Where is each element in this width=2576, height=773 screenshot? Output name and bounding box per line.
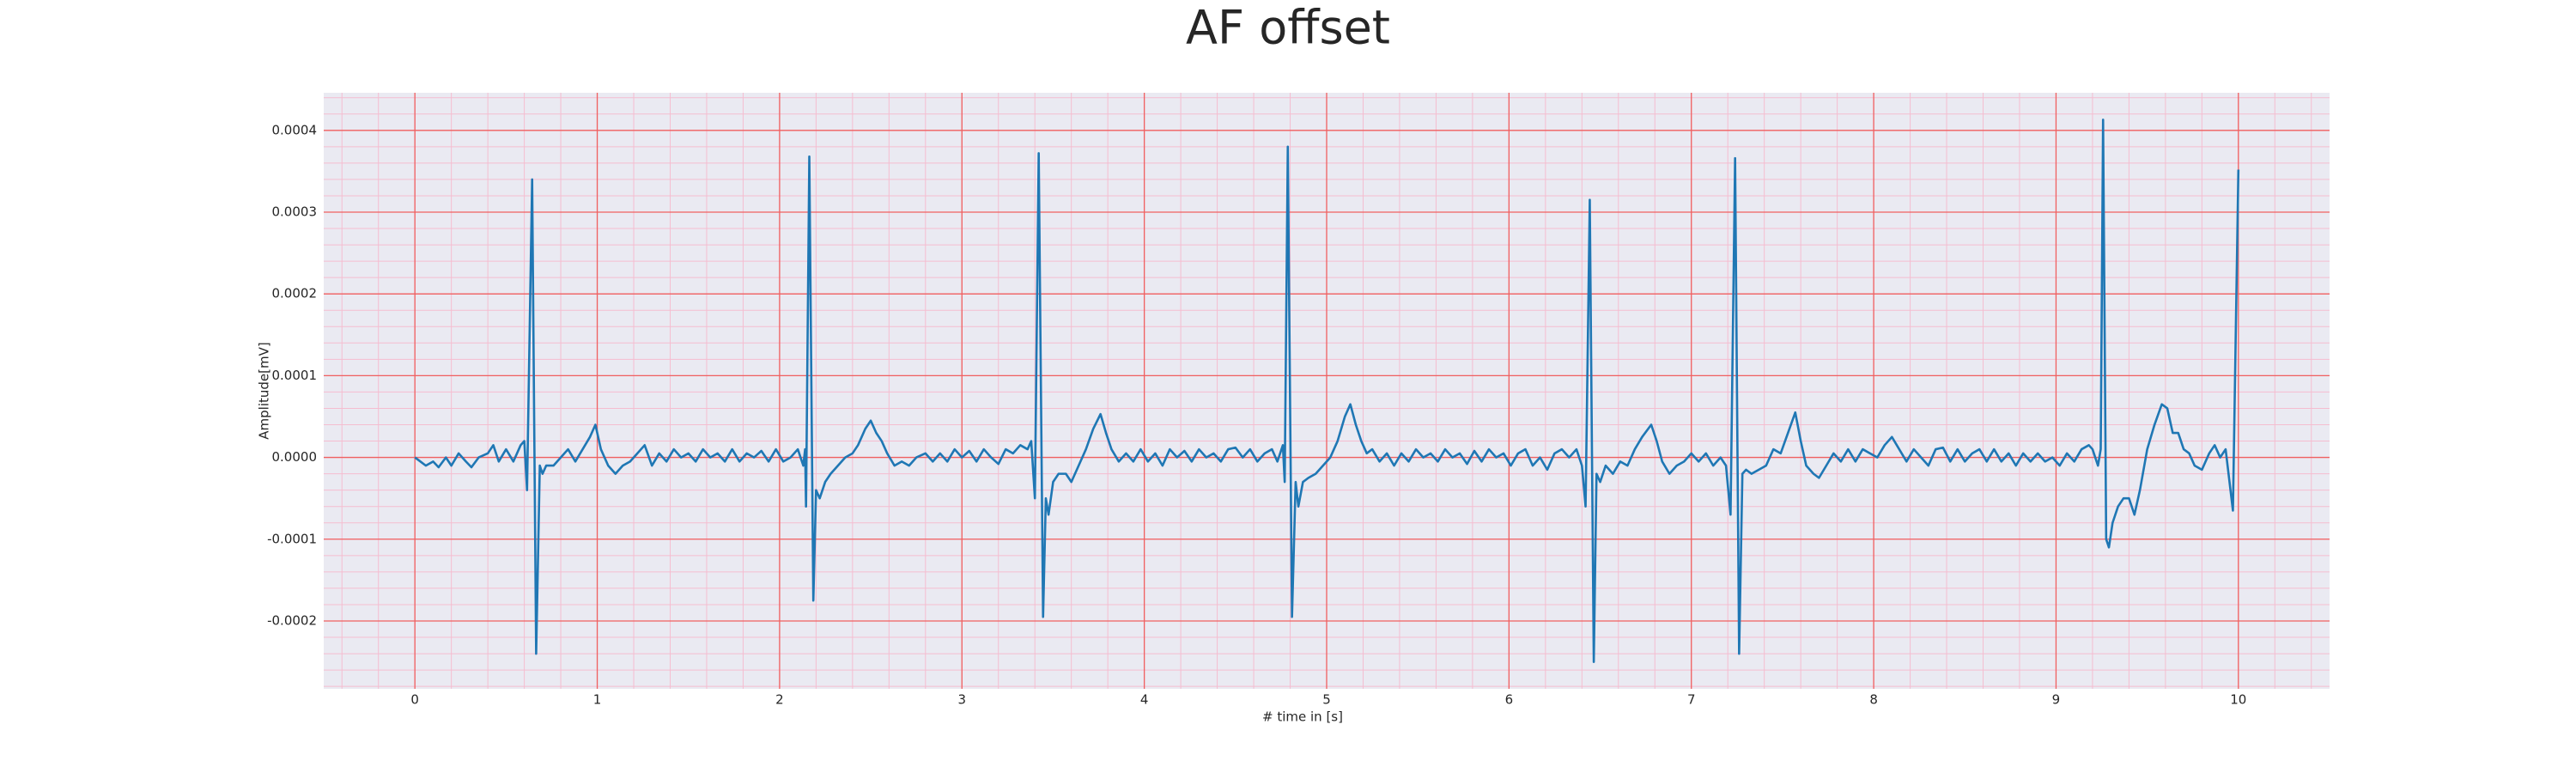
x-tick-label: 5: [1322, 692, 1331, 708]
y-tick-label: -0.0002: [267, 612, 317, 628]
y-tick-label: 0.0004: [272, 122, 318, 137]
chart-title: AF offset: [1186, 1, 1390, 55]
x-tick-label: 4: [1140, 692, 1149, 708]
y-tick-label: 0.0001: [272, 368, 318, 383]
x-tick-label: 6: [1505, 692, 1514, 708]
x-tick-label: 8: [1869, 692, 1878, 708]
x-tick-label: 3: [957, 692, 966, 708]
x-tick-label: 10: [2230, 692, 2246, 708]
x-tick-label: 9: [2052, 692, 2061, 708]
x-axis-label: # time in [s]: [1262, 709, 1343, 725]
y-axis-label: Amplitude[mV]: [257, 342, 272, 439]
y-tick-label: 0.0002: [272, 286, 318, 301]
y-tick-label: 0.0000: [272, 449, 318, 465]
ecg-line: [414, 119, 2240, 663]
x-tick-label: 0: [410, 692, 419, 708]
x-tick-label: 2: [775, 692, 784, 708]
y-tick-label: -0.0001: [267, 531, 317, 546]
x-tick-label: 1: [593, 692, 602, 708]
y-tick-label: 0.0003: [272, 204, 318, 219]
x-tick-label: 7: [1687, 692, 1696, 708]
